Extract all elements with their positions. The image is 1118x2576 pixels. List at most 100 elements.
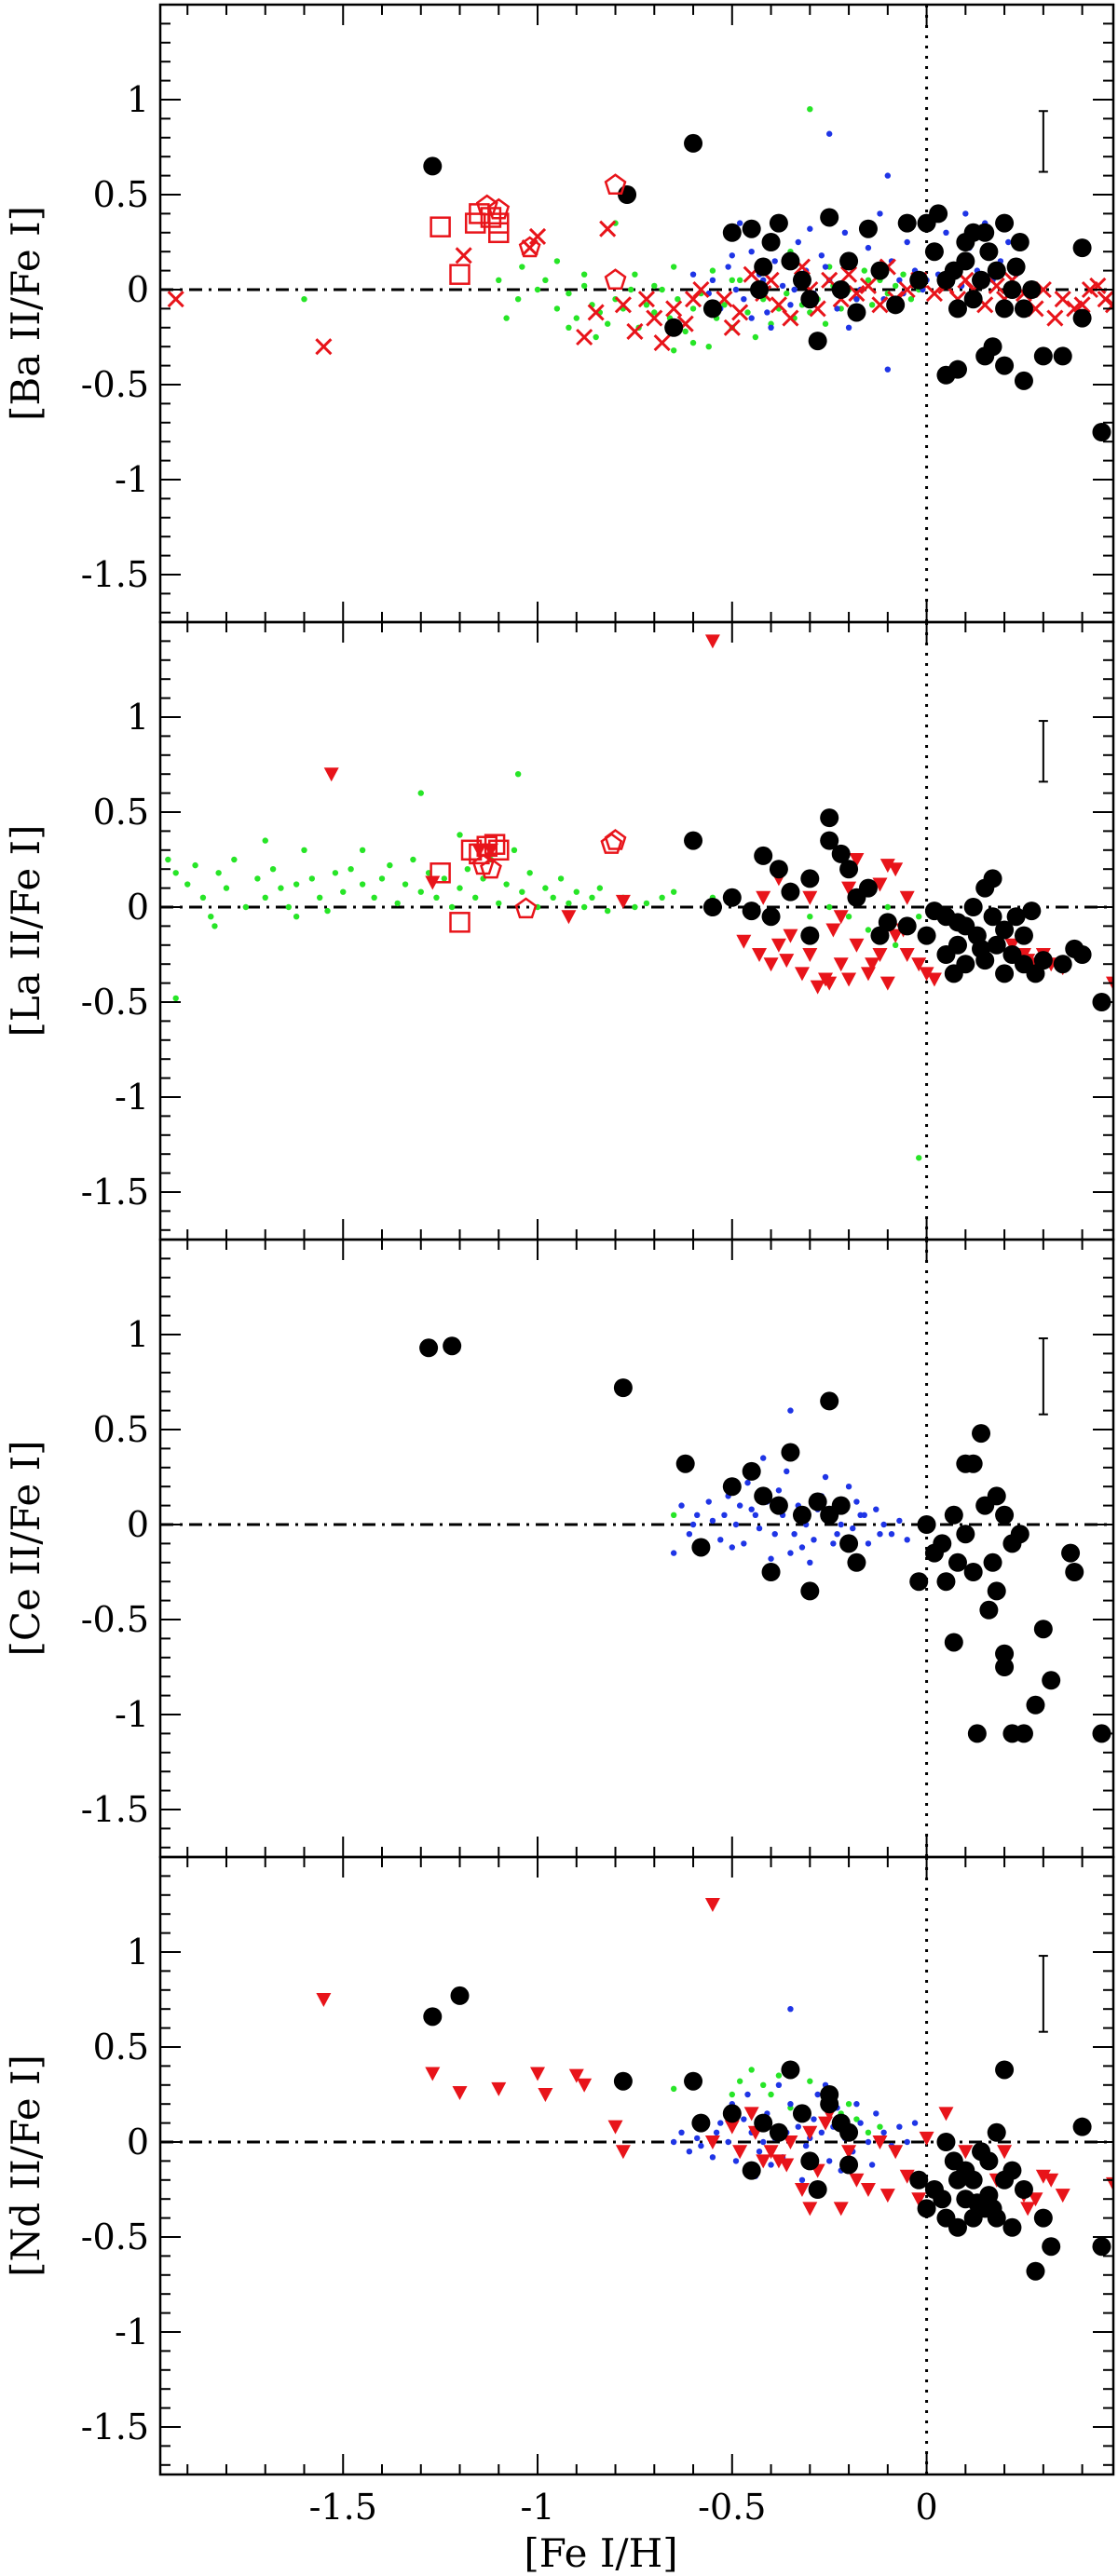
blue-dot-point [756,2149,763,2155]
green-dot-point [511,847,518,853]
blue-dot-point [787,2006,794,2013]
green-dot-point [433,894,440,901]
black-circle-point [983,869,1002,888]
red-triangle-down-point [802,2202,818,2217]
green-dot-point [907,296,915,303]
black-circle-point [870,261,890,280]
y-tick-label: -0.5 [81,982,149,1023]
black-circle-point [847,303,866,322]
panel-frame [158,3,1115,624]
error-bar [1038,720,1048,783]
panel-frame [158,1238,1115,1859]
green-dot-point [293,914,300,920]
black-circle-point [800,926,820,945]
blue-dot-point [904,1537,910,1543]
red-cross-point [1097,291,1113,308]
black-circle-point [702,299,722,319]
blue-dot-point [811,2116,817,2122]
green-dot-point [729,277,735,283]
green-dot-point [211,923,218,929]
y-tick-label: -1 [115,459,149,500]
y-tick-label: 1 [127,1932,149,1973]
black-circle-point [983,907,1002,927]
black-circle-point [963,290,983,309]
red-triangle-down-point [926,972,942,987]
y-tick-label: -0.5 [81,364,149,405]
blue-dot-point [768,324,774,331]
green-dot-point [670,1512,677,1519]
green-dot-point [596,885,604,891]
y-tick-label: -1 [115,1077,149,1118]
red-triangle-down-point [911,2192,927,2207]
black-circle-point [995,1505,1015,1525]
black-circle-point [847,1552,866,1572]
green-dot-point [519,264,525,270]
blue-dot-point [853,1498,860,1505]
y-tick-label: 1 [127,1314,149,1355]
red-triangle-down-point [425,2067,441,2081]
green-dot-point [566,900,572,907]
blue-dot-point [841,229,849,236]
green-dot-point [807,914,813,920]
error-bar [1038,1955,1048,2033]
red-triangle-down-point [849,2173,865,2188]
blue-dot-point [732,2158,740,2164]
blue-dot-point [771,1531,778,1538]
red-cross-point [859,277,878,294]
blue-dot-point [822,264,829,270]
black-circle-point [769,213,788,233]
green-dot-point [628,286,634,293]
black-circle-point [742,219,761,238]
black-circle-point [808,2180,827,2199]
black-circle-point [995,964,1015,983]
y-tick-label: -1.5 [81,1172,149,1213]
blue-dot-point [884,172,892,179]
red-triangle-down-point [919,967,934,982]
green-dot-point [670,264,677,270]
blue-dot-point [877,210,883,217]
black-circle-point [979,242,999,262]
green-dot-point [593,333,599,341]
blue-dot-point [725,2138,731,2146]
red-triangle-down-point [323,767,339,782]
black-circle-point [1072,238,1092,258]
black-circle-point [924,242,944,262]
green-dot-point [301,296,307,303]
red-triangle-down-point [899,890,915,905]
red-triangle-down-point [833,910,849,925]
black-circle-point [664,318,684,337]
black-circle-point [684,2071,703,2091]
blue-dot-point [744,1479,751,1486]
red-triangle-down-point [530,2067,546,2081]
black-circle-point [967,1724,987,1743]
red-triangle-down-point [849,853,865,867]
black-circle-point [995,920,1015,940]
blue-dot-point [822,1473,829,1481]
y-tick-label: -0.5 [81,2217,149,2257]
blue-dot-point [784,1468,790,1475]
blue-dot-point [838,1521,844,1528]
red-triangle-down-point [841,972,857,987]
red-triangle-down-point [704,1898,720,1912]
green-dot-point [410,856,416,863]
green-dot-point [441,875,448,882]
green-dot-point [748,2067,755,2073]
red-cross-point [782,309,799,327]
green-dot-point [861,267,867,274]
black-circle-point [839,2155,859,2175]
red-triangle-down-point [783,929,798,943]
x-tick-label: -0.5 [698,2487,766,2528]
black-circle-point [948,359,967,379]
blue-dot-point [825,130,833,137]
black-circle-point [750,280,770,299]
green-dot-point [371,894,377,901]
green-dot-point [865,2129,872,2135]
green-dot-point [457,885,463,891]
markers [316,1898,1113,2281]
blue-dot-point [732,1521,740,1528]
blue-dot-point [911,2120,919,2126]
green-dot-point [332,870,339,876]
green-dot-point [550,894,556,901]
green-dot-point [865,927,872,933]
black-circle-point [956,1525,975,1544]
